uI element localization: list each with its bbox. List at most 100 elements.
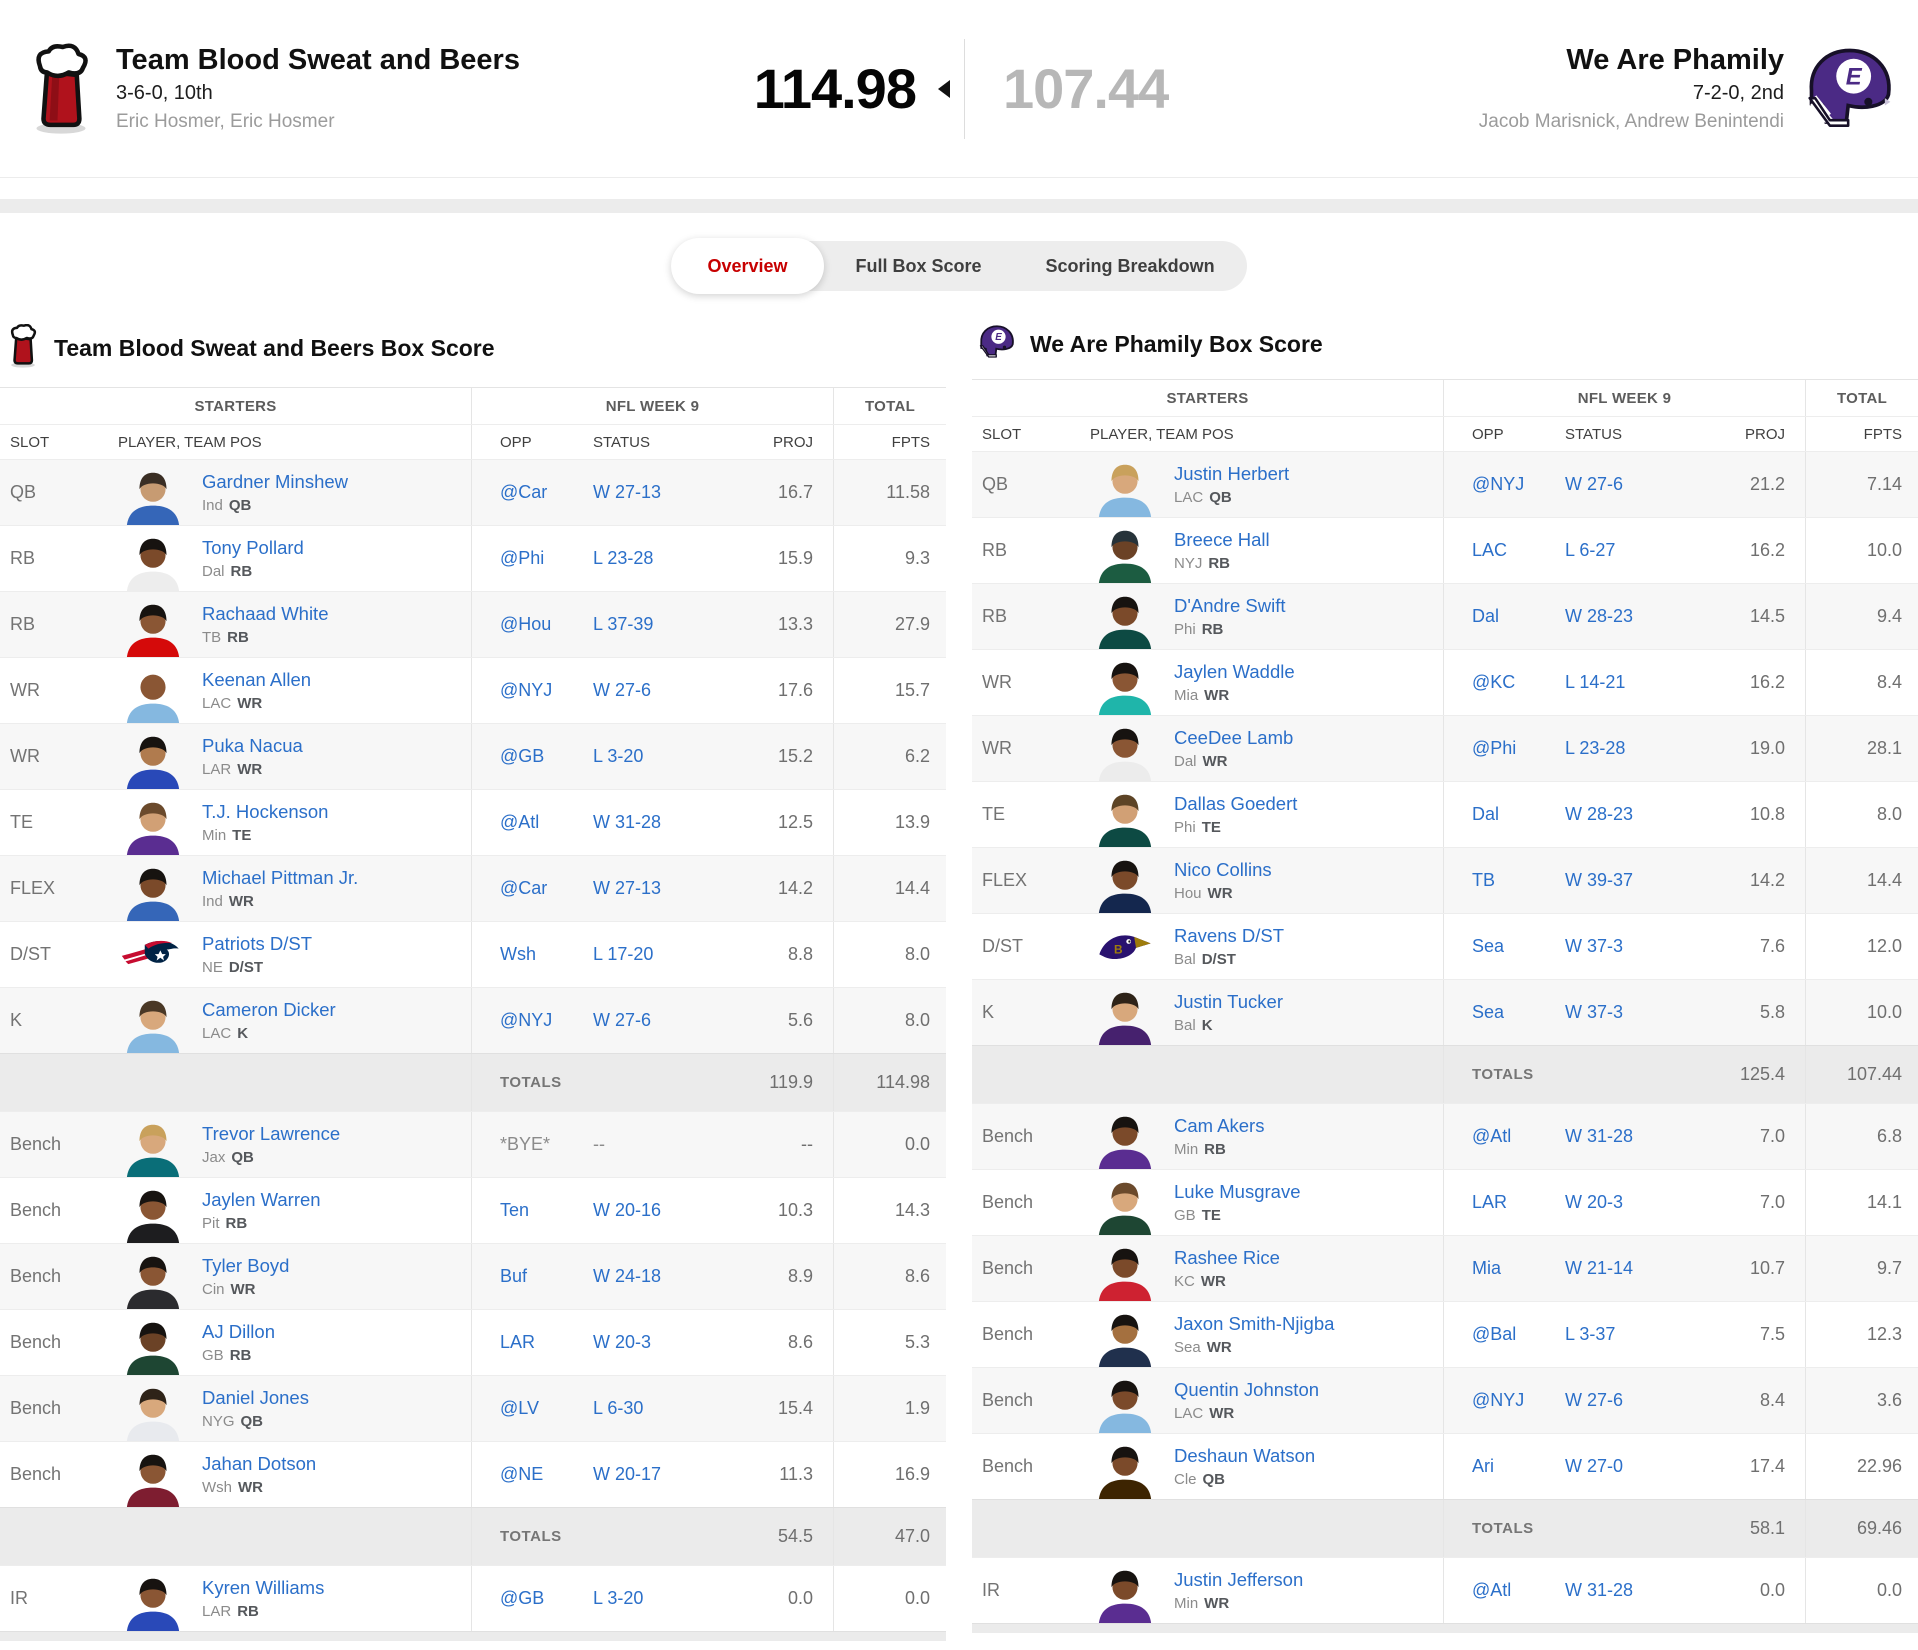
game-status-link[interactable]: W 28-23 bbox=[1565, 804, 1634, 824]
opponent-link[interactable]: @NE bbox=[471, 1442, 563, 1507]
opponent-link[interactable]: LAR bbox=[1443, 1170, 1535, 1235]
opponent-link[interactable]: @NYJ bbox=[471, 658, 563, 723]
player-name-link[interactable]: Trevor Lawrence bbox=[202, 1123, 341, 1145]
game-status-link[interactable]: W 20-3 bbox=[1565, 1192, 1624, 1212]
player-headshot[interactable] bbox=[1090, 782, 1160, 847]
player-headshot[interactable] bbox=[118, 724, 188, 789]
opponent-link[interactable]: @Hou bbox=[471, 592, 563, 657]
game-status-link[interactable]: W 27-13 bbox=[593, 482, 662, 502]
player-headshot[interactable] bbox=[118, 1376, 188, 1441]
player-name-link[interactable]: Luke Musgrave bbox=[1174, 1181, 1301, 1203]
opponent-link[interactable]: @Bal bbox=[1443, 1302, 1535, 1367]
game-status-link[interactable]: W 37-3 bbox=[1565, 936, 1624, 956]
player-headshot[interactable] bbox=[1090, 1558, 1160, 1623]
game-status-link[interactable]: W 27-13 bbox=[593, 878, 662, 898]
player-headshot[interactable] bbox=[1090, 1434, 1160, 1499]
opponent-link[interactable]: Sea bbox=[1443, 914, 1535, 979]
player-headshot[interactable] bbox=[118, 460, 188, 525]
opponent-link[interactable]: TB bbox=[1443, 848, 1535, 913]
player-headshot[interactable] bbox=[1090, 452, 1160, 517]
player-headshot[interactable] bbox=[118, 856, 188, 921]
player-name-link[interactable]: Jaxon Smith-Njigba bbox=[1174, 1313, 1335, 1335]
player-name-link[interactable]: Keenan Allen bbox=[202, 669, 312, 691]
player-headshot[interactable] bbox=[1090, 1236, 1160, 1301]
player-name-link[interactable]: Daniel Jones bbox=[202, 1387, 309, 1409]
game-status-link[interactable]: W 39-37 bbox=[1565, 870, 1634, 890]
opponent-link[interactable]: Sea bbox=[1443, 980, 1535, 1045]
player-name-link[interactable]: Puka Nacua bbox=[202, 735, 303, 757]
player-name-link[interactable]: Justin Herbert bbox=[1174, 463, 1290, 485]
opponent-link[interactable]: LAC bbox=[1443, 518, 1535, 583]
opponent-link[interactable]: Ari bbox=[1443, 1434, 1535, 1499]
opponent-link[interactable]: @Atl bbox=[1443, 1104, 1535, 1169]
player-name-link[interactable]: Rashee Rice bbox=[1174, 1247, 1280, 1269]
game-status-link[interactable]: W 31-28 bbox=[1565, 1126, 1634, 1146]
player-headshot[interactable] bbox=[1090, 650, 1160, 715]
left-team-name[interactable]: Team Blood Sweat and Beers bbox=[116, 44, 520, 77]
player-name-link[interactable]: Rachaad White bbox=[202, 603, 329, 625]
opponent-link[interactable]: Wsh bbox=[471, 922, 563, 987]
opponent-link[interactable]: @GB bbox=[471, 1566, 563, 1631]
player-name-link[interactable]: Kyren Williams bbox=[202, 1577, 325, 1599]
opponent-link[interactable]: @Car bbox=[471, 460, 563, 525]
player-name-link[interactable]: D'Andre Swift bbox=[1174, 595, 1286, 617]
player-name-link[interactable]: Cam Akers bbox=[1174, 1115, 1265, 1137]
tab-overview[interactable]: Overview bbox=[671, 238, 824, 294]
game-status-link[interactable]: W 20-16 bbox=[593, 1200, 662, 1220]
game-status-link[interactable]: L 6-27 bbox=[1565, 540, 1616, 560]
game-status-link[interactable]: W 27-0 bbox=[1565, 1456, 1624, 1476]
game-status-link[interactable]: L 23-28 bbox=[1565, 738, 1626, 758]
opponent-link[interactable]: @NYJ bbox=[1443, 452, 1535, 517]
player-headshot[interactable] bbox=[1090, 716, 1160, 781]
player-headshot[interactable] bbox=[1090, 1368, 1160, 1433]
player-headshot[interactable] bbox=[1090, 1302, 1160, 1367]
game-status-link[interactable]: W 27-6 bbox=[1565, 1390, 1624, 1410]
player-name-link[interactable]: Dallas Goedert bbox=[1174, 793, 1298, 815]
tab-full-box-score[interactable]: Full Box Score bbox=[824, 241, 1014, 291]
player-headshot[interactable] bbox=[118, 1566, 188, 1631]
opponent-link[interactable]: Buf bbox=[471, 1244, 563, 1309]
right-team-name[interactable]: We Are Phamily bbox=[1566, 44, 1785, 77]
opponent-link[interactable]: @Phi bbox=[471, 526, 563, 591]
player-headshot[interactable] bbox=[1090, 980, 1160, 1045]
player-headshot[interactable] bbox=[118, 1244, 188, 1309]
beer-mug-logo[interactable] bbox=[26, 39, 96, 139]
player-headshot[interactable] bbox=[1090, 584, 1160, 649]
player-headshot[interactable] bbox=[118, 658, 188, 723]
player-headshot[interactable] bbox=[118, 1178, 188, 1243]
game-status-link[interactable]: L 3-20 bbox=[593, 746, 644, 766]
game-status-link[interactable]: L 17-20 bbox=[593, 944, 654, 964]
player-headshot[interactable] bbox=[1090, 518, 1160, 583]
football-helmet-logo[interactable]: E bbox=[1804, 45, 1896, 133]
opponent-link[interactable]: @Car bbox=[471, 856, 563, 921]
opponent-link[interactable]: Dal bbox=[1443, 584, 1535, 649]
ravens-dst-logo[interactable]: B bbox=[1090, 914, 1160, 979]
game-status-link[interactable]: W 37-3 bbox=[1565, 1002, 1624, 1022]
player-name-link[interactable]: Ravens D/ST bbox=[1174, 925, 1285, 947]
player-name-link[interactable]: T.J. Hockenson bbox=[202, 801, 329, 823]
player-headshot[interactable] bbox=[118, 592, 188, 657]
player-name-link[interactable]: Cameron Dicker bbox=[202, 999, 336, 1021]
player-name-link[interactable]: Jaylen Warren bbox=[202, 1189, 321, 1211]
opponent-link[interactable]: @Atl bbox=[471, 790, 563, 855]
player-name-link[interactable]: Gardner Minshew bbox=[202, 471, 349, 493]
player-name-link[interactable]: Justin Jefferson bbox=[1174, 1569, 1304, 1591]
player-headshot[interactable] bbox=[118, 988, 188, 1053]
player-name-link[interactable]: CeeDee Lamb bbox=[1174, 727, 1294, 749]
game-status-link[interactable]: L 23-28 bbox=[593, 548, 654, 568]
opponent-link[interactable]: Mia bbox=[1443, 1236, 1535, 1301]
opponent-link[interactable]: @NYJ bbox=[471, 988, 563, 1053]
player-name-link[interactable]: Deshaun Watson bbox=[1174, 1445, 1316, 1467]
game-status-link[interactable]: W 24-18 bbox=[593, 1266, 662, 1286]
player-headshot[interactable] bbox=[1090, 848, 1160, 913]
player-headshot[interactable] bbox=[118, 526, 188, 591]
game-status-link[interactable]: L 14-21 bbox=[1565, 672, 1626, 692]
player-headshot[interactable] bbox=[118, 1112, 188, 1177]
player-name-link[interactable]: Quentin Johnston bbox=[1174, 1379, 1320, 1401]
player-name-link[interactable]: Patriots D/ST bbox=[202, 933, 312, 955]
game-status-link[interactable]: L 3-37 bbox=[1565, 1324, 1616, 1344]
tab-scoring-breakdown[interactable]: Scoring Breakdown bbox=[1014, 241, 1247, 291]
player-name-link[interactable]: Nico Collins bbox=[1174, 859, 1272, 881]
patriots-dst-logo[interactable] bbox=[118, 922, 188, 987]
game-status-link[interactable]: W 31-28 bbox=[593, 812, 662, 832]
